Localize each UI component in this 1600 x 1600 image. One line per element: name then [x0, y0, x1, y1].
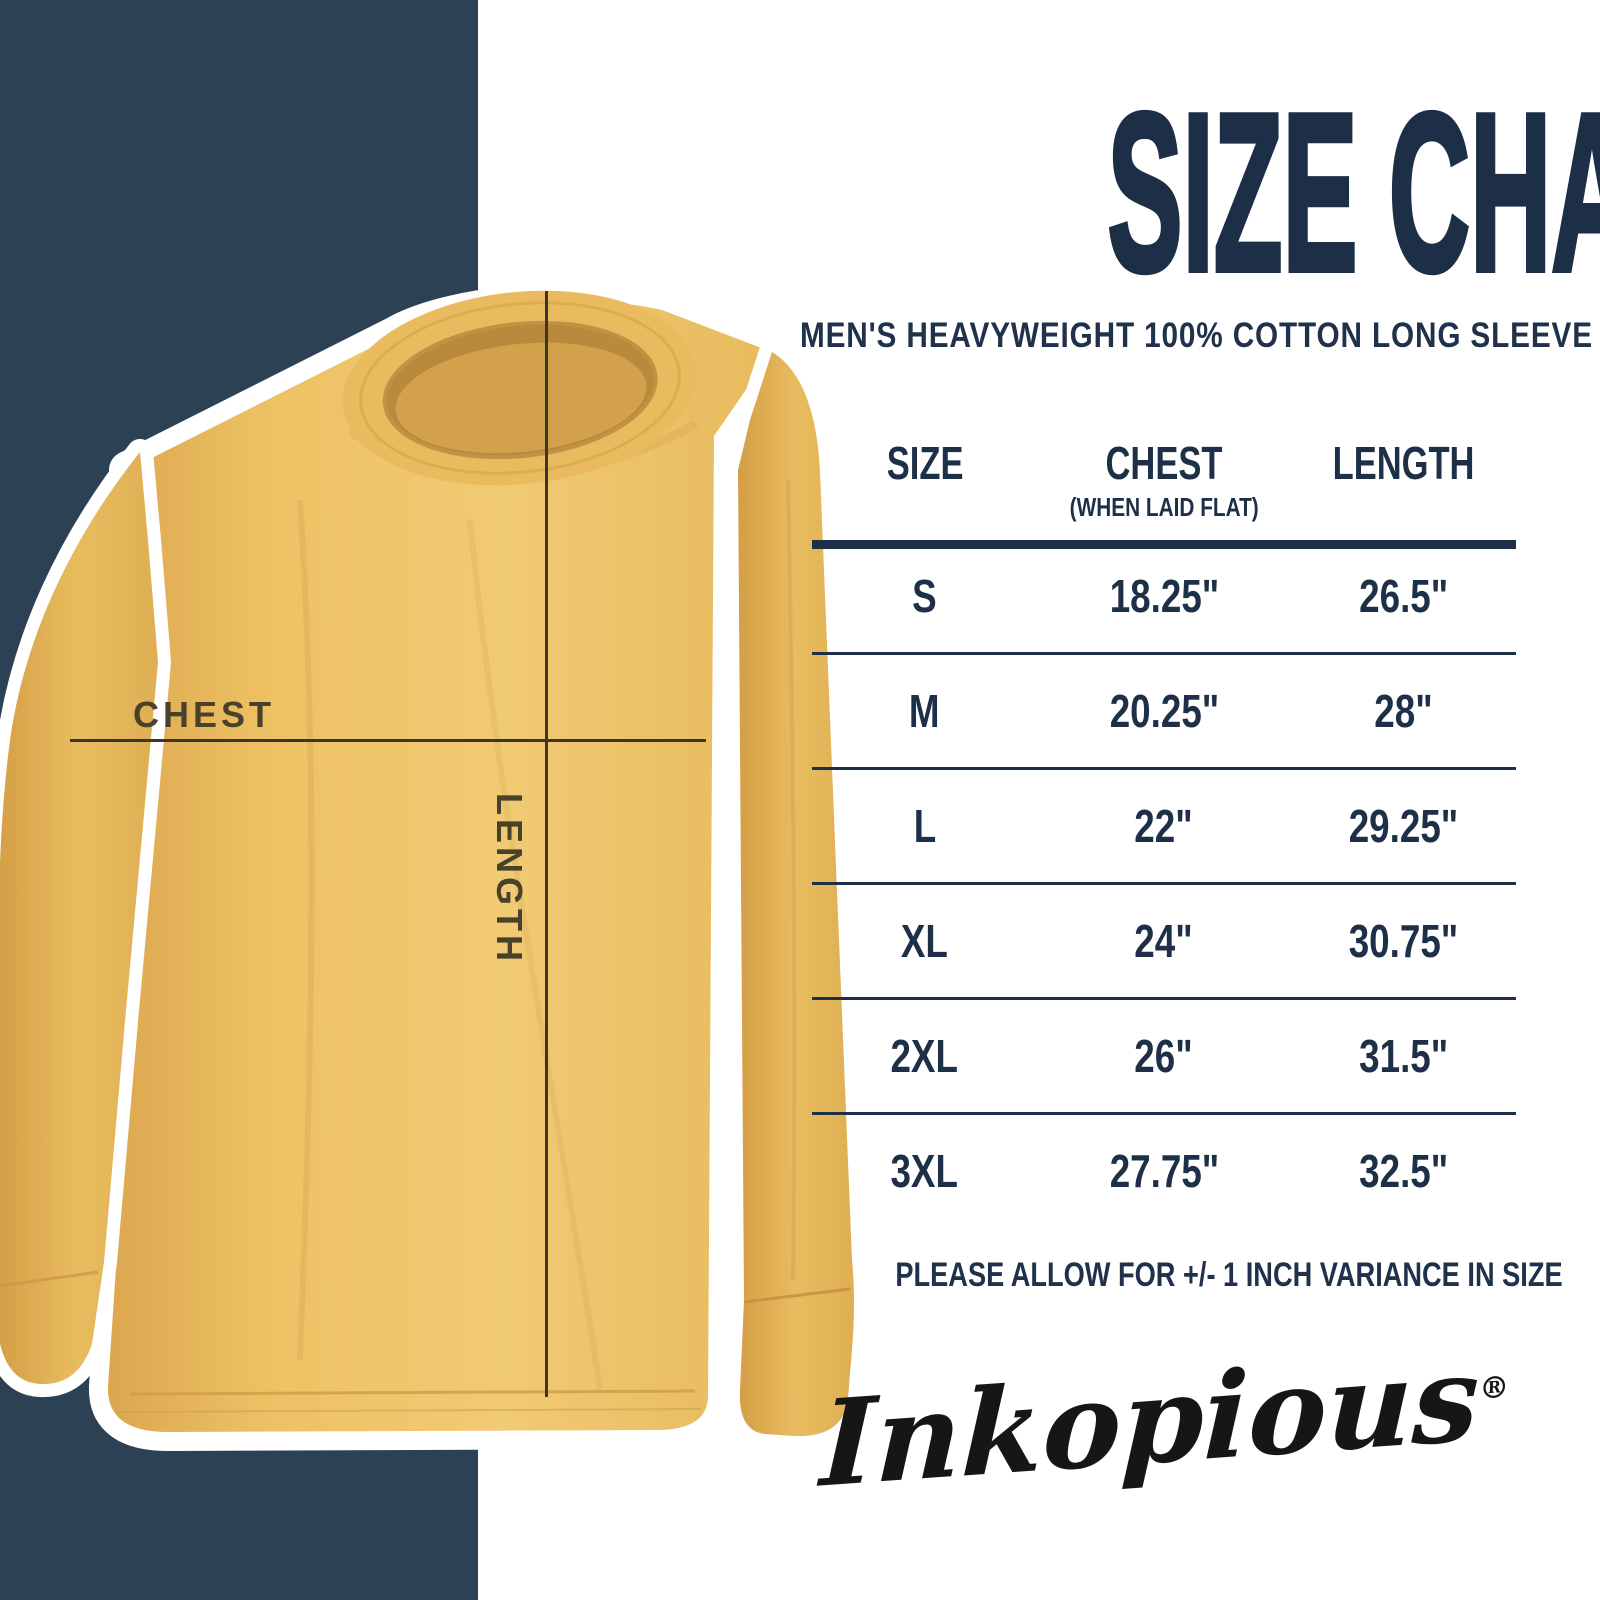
table-cell: 18.25"	[1109, 570, 1219, 622]
table-cell: XL	[901, 915, 949, 967]
table-row: XL 24" 30.75"	[812, 885, 1516, 1000]
table-header-rule	[812, 540, 1516, 549]
length-label: LENGTH	[489, 793, 530, 965]
table-cell: 3XL	[890, 1145, 959, 1197]
chest-label: CHEST	[133, 694, 276, 735]
page-subtitle: MEN'S HEAVYWEIGHT 100% COTTON LONG SLEEV…	[799, 316, 1593, 355]
size-table-header: SIZE CHEST LENGTH	[812, 436, 1516, 490]
table-row: 3XL 27.75" 32.5"	[812, 1115, 1516, 1227]
table-row: M 20.25" 28"	[812, 655, 1516, 770]
table-cell: 31.5"	[1358, 1030, 1448, 1082]
length-measure-line	[545, 291, 548, 1397]
chest-measure-line	[70, 739, 706, 742]
table-cell: 24"	[1134, 915, 1194, 967]
header-chest: CHEST	[1105, 437, 1223, 489]
table-cell: 26"	[1134, 1030, 1194, 1082]
table-cell: 22"	[1134, 800, 1194, 852]
navy-background-strip	[0, 0, 478, 1600]
table-row: L 22" 29.25"	[812, 770, 1516, 885]
size-table-rows: S 18.25" 26.5" M 20.25" 28" L 22" 29.25" XL 24" 30.…	[812, 540, 1516, 1227]
table-cell: 29.25"	[1348, 800, 1459, 852]
table-cell: 26.5"	[1358, 570, 1448, 622]
table-cell: 30.75"	[1348, 915, 1459, 967]
registered-mark: ®	[1478, 1369, 1510, 1408]
page-title: SIZE CHART	[1106, 66, 1600, 318]
header-chest-subnote: (WHEN LAID FLAT)	[1069, 492, 1259, 522]
table-cell: 2XL	[890, 1030, 959, 1082]
table-cell: M	[909, 685, 940, 737]
table-cell: 20.25"	[1109, 685, 1219, 737]
table-cell: S	[912, 570, 937, 622]
table-cell: 32.5"	[1358, 1145, 1448, 1197]
table-row: 2XL 26" 31.5"	[812, 1000, 1516, 1115]
table-cell: 28"	[1374, 685, 1433, 737]
header-size: SIZE	[886, 437, 963, 489]
inkopious-logo: Inkopious®	[818, 1327, 1510, 1514]
table-cell: L	[913, 800, 936, 852]
variance-note: PLEASE ALLOW FOR +/- 1 INCH VARIANCE IN …	[895, 1256, 1563, 1294]
table-cell: 27.75"	[1109, 1145, 1219, 1197]
table-row: S 18.25" 26.5"	[812, 540, 1516, 655]
header-length: LENGTH	[1332, 437, 1475, 489]
